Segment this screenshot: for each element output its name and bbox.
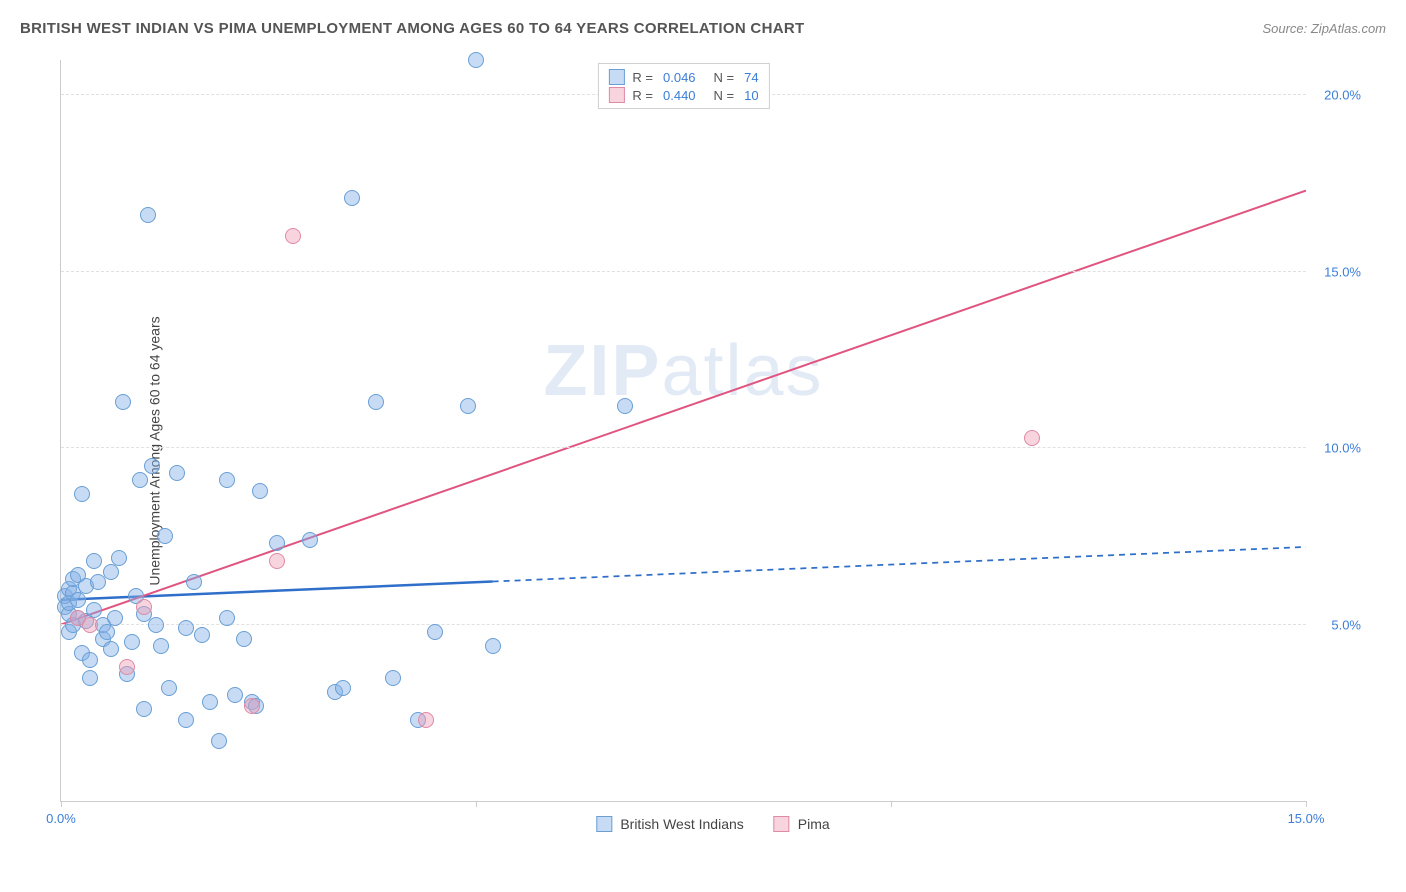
data-point	[161, 680, 177, 696]
data-point	[244, 698, 260, 714]
legend-r-value: 0.440	[663, 88, 696, 103]
data-point	[153, 638, 169, 654]
legend-swatch	[608, 69, 624, 85]
legend-n-value: 10	[744, 88, 758, 103]
data-point	[157, 528, 173, 544]
series-legend-item: British West Indians	[596, 816, 743, 832]
data-point	[418, 712, 434, 728]
data-point	[219, 610, 235, 626]
y-tick-label: 15.0%	[1324, 264, 1361, 279]
data-point	[124, 634, 140, 650]
data-point	[111, 550, 127, 566]
data-point	[107, 610, 123, 626]
data-point	[119, 659, 135, 675]
watermark-light: atlas	[661, 331, 823, 411]
data-point	[227, 687, 243, 703]
y-tick-label: 20.0%	[1324, 88, 1361, 103]
data-point	[178, 620, 194, 636]
legend-swatch	[608, 87, 624, 103]
series-legend-item: Pima	[774, 816, 830, 832]
legend-row: R = 0.440 N = 10	[608, 86, 758, 104]
series-legend-label: Pima	[798, 816, 830, 832]
data-point	[132, 472, 148, 488]
chart-title: BRITISH WEST INDIAN VS PIMA UNEMPLOYMENT…	[20, 20, 804, 37]
data-point	[427, 624, 443, 640]
data-point	[302, 532, 318, 548]
data-point	[1024, 430, 1040, 446]
data-point	[468, 52, 484, 68]
data-point	[144, 458, 160, 474]
gridline	[61, 624, 1306, 625]
series-legend-label: British West Indians	[620, 816, 743, 832]
data-point	[136, 701, 152, 717]
data-point	[211, 733, 227, 749]
data-point	[236, 631, 252, 647]
data-point	[115, 394, 131, 410]
data-point	[136, 599, 152, 615]
data-point	[70, 592, 86, 608]
data-point	[335, 680, 351, 696]
legend-swatch	[596, 816, 612, 832]
y-tick-label: 10.0%	[1324, 441, 1361, 456]
correlation-legend: R = 0.046 N = 74 R = 0.440 N = 10	[597, 63, 769, 109]
chart-header: BRITISH WEST INDIAN VS PIMA UNEMPLOYMENT…	[20, 20, 1386, 37]
data-point	[82, 617, 98, 633]
data-point	[202, 694, 218, 710]
data-point	[74, 486, 90, 502]
x-tick	[476, 801, 477, 807]
data-point	[186, 574, 202, 590]
watermark: ZIPatlas	[543, 330, 823, 412]
data-point	[385, 670, 401, 686]
data-point	[103, 564, 119, 580]
data-point	[617, 398, 633, 414]
trend-lines	[61, 60, 1306, 801]
x-tick-label: 15.0%	[1288, 811, 1325, 826]
series-legend: British West Indians Pima	[596, 816, 829, 832]
x-tick	[891, 801, 892, 807]
data-point	[219, 472, 235, 488]
chart-source: Source: ZipAtlas.com	[1262, 21, 1386, 36]
data-point	[269, 553, 285, 569]
legend-r-value: 0.046	[663, 70, 696, 85]
data-point	[194, 627, 210, 643]
watermark-bold: ZIP	[543, 331, 661, 411]
legend-r-label: R =	[632, 88, 653, 103]
gridline	[61, 447, 1306, 448]
data-point	[368, 394, 384, 410]
x-tick	[1306, 801, 1307, 807]
data-point	[103, 641, 119, 657]
data-point	[269, 535, 285, 551]
legend-swatch	[774, 816, 790, 832]
legend-r-label: R =	[632, 70, 653, 85]
data-point	[344, 190, 360, 206]
data-point	[140, 207, 156, 223]
data-point	[169, 465, 185, 481]
data-point	[99, 624, 115, 640]
y-tick-label: 5.0%	[1331, 617, 1361, 632]
scatter-plot: ZIPatlas R =0.046N =74R =0.440N =10 5.0%…	[60, 60, 1306, 802]
x-tick-label: 0.0%	[46, 811, 76, 826]
legend-row: R = 0.046 N = 74	[608, 68, 758, 86]
legend-n-value: 74	[744, 70, 758, 85]
data-point	[82, 670, 98, 686]
data-point	[178, 712, 194, 728]
data-point	[82, 652, 98, 668]
legend-n-label: N =	[714, 70, 735, 85]
x-tick	[61, 801, 62, 807]
data-point	[285, 228, 301, 244]
data-point	[460, 398, 476, 414]
data-point	[252, 483, 268, 499]
chart-area: Unemployment Among Ages 60 to 64 years Z…	[50, 60, 1376, 842]
legend-n-label: N =	[714, 88, 735, 103]
data-point	[86, 553, 102, 569]
data-point	[485, 638, 501, 654]
gridline	[61, 271, 1306, 272]
data-point	[148, 617, 164, 633]
